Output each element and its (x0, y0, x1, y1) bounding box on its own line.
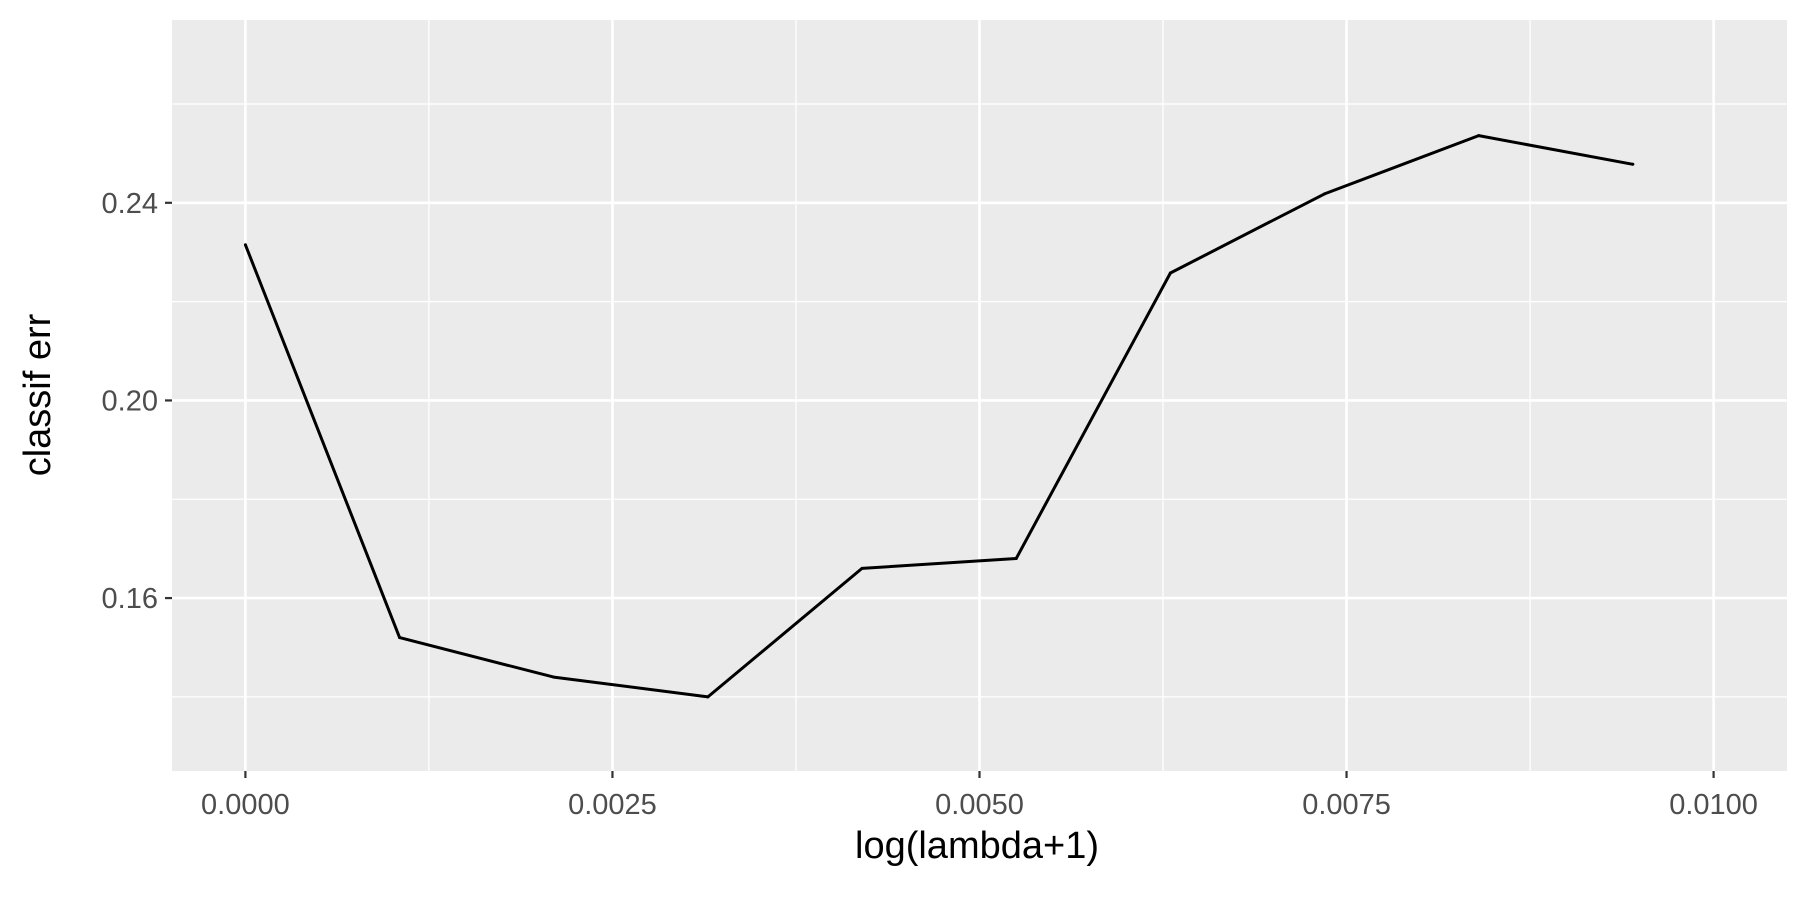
x-tick-label: 0.0075 (1302, 789, 1391, 821)
series-layer (243, 134, 1635, 699)
x-axis-title: log(lambda+1) (855, 825, 1099, 867)
x-tick-label: 0.0000 (201, 789, 290, 821)
x-axis-tick-labels: 0.0000 0.0025 0.0050 0.0075 0.0100 (201, 789, 1758, 821)
data-point (1168, 271, 1172, 275)
y-axis-tick-labels: 0.16 0.20 0.24 (102, 188, 158, 615)
data-point (243, 243, 247, 247)
axis-ticks (165, 201, 1715, 778)
data-point (552, 675, 556, 679)
data-point (1477, 134, 1481, 138)
data-point (860, 566, 864, 570)
major-gridlines (172, 20, 1787, 771)
y-tick-label: 0.16 (102, 583, 158, 615)
x-tick-label: 0.0100 (1669, 789, 1758, 821)
data-point (1631, 162, 1635, 166)
y-axis-title: classif err (17, 313, 59, 476)
x-tick-label: 0.0025 (568, 789, 657, 821)
data-point (706, 695, 710, 699)
series-line (244, 134, 1634, 699)
y-tick-label: 0.20 (102, 385, 158, 417)
data-point (398, 636, 402, 640)
y-tick-label: 0.24 (102, 188, 158, 220)
data-point (1323, 192, 1327, 196)
data-point (1014, 557, 1018, 561)
x-tick-label: 0.0050 (935, 789, 1024, 821)
